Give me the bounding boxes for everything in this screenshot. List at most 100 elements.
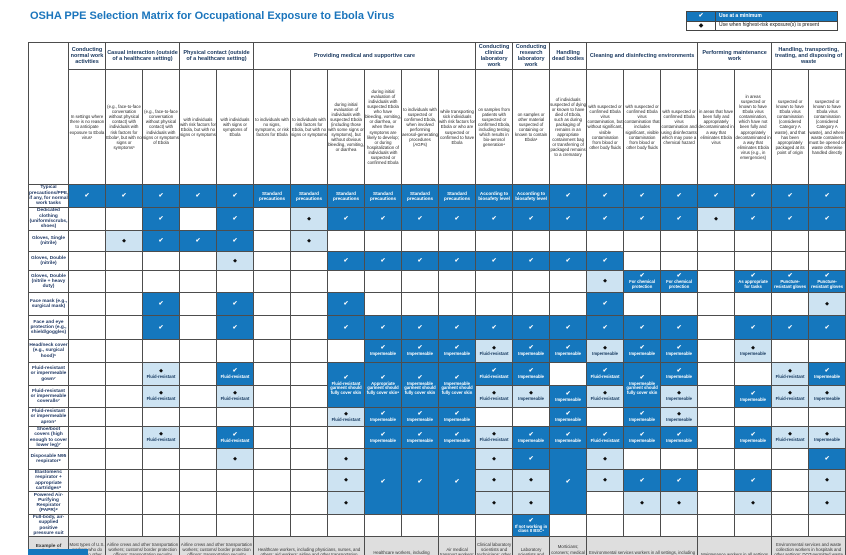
check-icon: ✔ — [824, 324, 830, 331]
cell-label: Fluid-resistant — [220, 396, 250, 402]
matrix-cell-empty — [623, 251, 662, 271]
check-icon: ✔ — [528, 324, 534, 331]
cell-label: Impermeable — [592, 350, 618, 356]
cell-label: Fluid-resistant — [331, 416, 361, 422]
check-icon: ✔ — [824, 368, 830, 375]
matrix-cell-empty — [142, 251, 180, 271]
matrix-cell-empty — [253, 207, 291, 231]
matrix-cell: Standard precautions — [364, 184, 402, 208]
diamond-icon: ◆ — [825, 300, 830, 307]
cell-label: Impermeable — [629, 417, 655, 423]
check-icon: ✔ — [639, 477, 645, 484]
matrix-cell-empty — [105, 339, 143, 363]
matrix-cell: ✔ — [437, 448, 477, 516]
matrix-cell: ✔ — [327, 315, 365, 340]
cell-label: Fluid-resistant — [775, 373, 805, 379]
matrix-cell-empty — [105, 292, 143, 316]
matrix-cell-empty — [290, 491, 328, 516]
matrix-cell-empty — [808, 514, 846, 538]
matrix-cell-empty — [437, 514, 477, 538]
matrix-cell: ✔ Appropriate garment should fully cover … — [364, 362, 402, 408]
column-header: suspected or known to have Ebola virus c… — [771, 69, 810, 185]
check-icon: ✔ — [713, 193, 719, 199]
check-icon: ✔ — [417, 411, 423, 418]
check-icon: ✔ — [417, 324, 423, 331]
check-icon: ✔ — [454, 258, 460, 264]
matrix-cell: ✔ — [142, 207, 180, 231]
matrix-cell-empty — [401, 270, 439, 293]
matrix-cell: ✔ — [216, 315, 254, 340]
example-workers-cell: Airline crews and other transportation w… — [179, 536, 254, 555]
matrix-cell-empty — [697, 469, 736, 493]
legend: ✔ Use at a minimum ◆ Use when highest-ri… — [686, 11, 838, 32]
matrix-cell-empty — [549, 514, 588, 538]
check-icon: ✔ — [565, 216, 571, 222]
matrix-cell: ◆ — [808, 469, 846, 493]
matrix-cell-empty — [179, 292, 217, 316]
check-icon: ✔ — [454, 478, 460, 485]
check-icon: ✔ — [158, 193, 164, 199]
diamond-icon: ◆ — [603, 278, 607, 284]
matrix-cell: ✔ — [808, 184, 846, 208]
cell-label: For chemical protection — [629, 279, 655, 289]
matrix-cell-empty — [623, 514, 662, 538]
matrix-cell-empty — [105, 407, 143, 427]
matrix-cell: ✔ — [216, 292, 254, 316]
check-icon: ✔ — [528, 456, 534, 463]
cell-label: According to biosafety level — [515, 190, 547, 201]
matrix-cell-empty — [253, 362, 291, 386]
check-icon: ✔ — [380, 324, 386, 331]
matrix-cell-empty — [253, 407, 291, 427]
matrix-cell-empty — [105, 315, 143, 340]
diamond-icon: ◆ — [788, 390, 793, 397]
page-title: OSHA PPE Selection Matrix for Occupation… — [30, 10, 395, 22]
matrix-cell-empty — [290, 292, 328, 316]
matrix-cell-empty — [253, 514, 291, 538]
matrix-cell-empty — [179, 270, 217, 293]
diamond-icon: ◆ — [825, 477, 830, 484]
column-header: while transporting sick individuals with… — [437, 69, 477, 185]
matrix-cell: ✔ — [179, 184, 217, 208]
matrix-cell-empty — [105, 469, 143, 493]
matrix-cell-empty — [734, 362, 773, 386]
matrix-cell: ✔ Impermeable — [401, 407, 439, 427]
check-icon: ✔ — [676, 216, 682, 222]
matrix-cell-empty — [697, 425, 736, 450]
matrix-cell: ◆ Fluid-resistant — [475, 385, 514, 408]
cell-label: Fluid-resistant — [479, 396, 509, 402]
column-group-header: Handling, transporting, treating, and di… — [771, 42, 846, 70]
matrix-cell: ✔ Impermeable — [437, 425, 477, 450]
check-icon: ✔ — [454, 345, 460, 352]
check-icon: ✔ — [787, 193, 793, 199]
check-icon: ✔ — [787, 324, 793, 331]
diamond-icon: ◆ — [788, 367, 793, 374]
cell-label: Fluid-resistant — [590, 396, 620, 402]
check-icon: ✔ — [454, 216, 460, 222]
matrix-cell-empty — [364, 230, 402, 252]
matrix-cell-empty — [697, 385, 736, 408]
matrix-cell: ✔ Impermeable — [437, 407, 477, 427]
column-group-header: Conducting clinical laboratory work — [475, 42, 514, 70]
matrix-cell-empty — [68, 292, 106, 316]
matrix-cell: ◆ — [327, 448, 365, 471]
matrix-cell: ✔ — [549, 251, 588, 271]
matrix-cell: ✔ — [660, 184, 699, 208]
cell-label: Impermeable — [666, 351, 692, 357]
matrix-cell-empty — [216, 407, 254, 427]
matrix-cell: ✔ — [327, 207, 365, 231]
matrix-cell-empty — [290, 270, 328, 293]
matrix-cell-empty — [586, 491, 625, 516]
check-icon: ✔ — [491, 258, 497, 264]
check-icon: ✔ — [676, 368, 682, 375]
diamond-icon: ◆ — [344, 477, 348, 484]
check-icon: ✔ — [454, 374, 460, 381]
cell-label: Impermeable — [518, 374, 544, 380]
matrix-cell: ✔ Impermeable — [364, 407, 402, 427]
column-header: to individuals with risk factors for Ebo… — [290, 69, 328, 185]
matrix-cell: Standard precautions — [401, 184, 439, 208]
column-header: on samples or other material suspected o… — [512, 69, 551, 185]
matrix-cell-empty — [68, 385, 106, 408]
matrix-cell: ✔ Fluid-resistant — [586, 425, 625, 450]
matrix-cell-empty — [216, 491, 254, 516]
cell-label: Impermeable — [444, 351, 470, 357]
